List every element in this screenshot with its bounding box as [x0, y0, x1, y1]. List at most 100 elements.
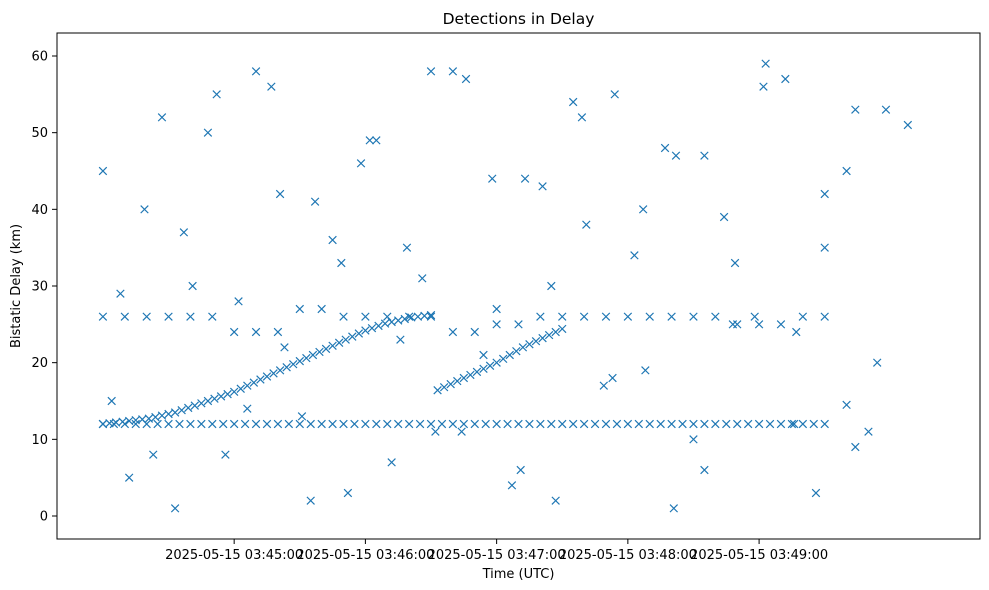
data-point — [700, 419, 709, 429]
plot-area — [56, 32, 981, 540]
data-point — [273, 419, 283, 429]
data-point — [273, 327, 283, 337]
data-point — [144, 414, 154, 423]
data-point — [404, 312, 414, 321]
data-point — [365, 136, 374, 145]
data-point — [131, 419, 140, 429]
data-point — [481, 419, 490, 429]
data-point — [275, 366, 285, 375]
data-point — [282, 363, 291, 372]
data-point — [142, 312, 151, 321]
series-main-track — [98, 310, 567, 429]
data-point — [393, 316, 403, 325]
data-point — [387, 458, 396, 467]
data-point — [558, 419, 567, 429]
data-point — [315, 347, 324, 357]
data-point — [317, 304, 326, 314]
data-point — [518, 343, 528, 352]
data-point — [505, 350, 514, 360]
data-point — [267, 82, 276, 91]
data-point — [426, 310, 436, 320]
data-point — [170, 504, 180, 513]
data-point — [544, 330, 554, 340]
data-point — [700, 465, 709, 475]
data-point — [98, 419, 108, 429]
y-axis-label: Bistatic Delay (km) — [9, 224, 24, 348]
data-point — [120, 419, 130, 429]
data-point — [459, 419, 469, 429]
data-point — [372, 419, 381, 429]
data-point — [470, 419, 479, 429]
data-point — [400, 314, 409, 324]
data-point — [579, 312, 589, 321]
x-tick-label: 2025-05-15 03:47:00 — [428, 548, 566, 563]
data-point — [186, 312, 195, 321]
data-point — [328, 419, 337, 429]
data-point — [339, 312, 348, 321]
data-point — [787, 419, 797, 429]
chart-title: Detections in Delay — [443, 10, 595, 28]
data-point — [374, 321, 383, 331]
data-point — [295, 356, 305, 366]
y-tick-label: 30 — [31, 280, 48, 295]
data-point — [383, 419, 392, 429]
data-point — [356, 159, 366, 168]
data-point — [175, 419, 184, 429]
data-point — [457, 427, 466, 436]
data-point — [485, 361, 495, 370]
data-markers — [98, 59, 913, 513]
data-point — [792, 327, 801, 337]
data-point — [492, 320, 501, 329]
data-point — [754, 419, 764, 429]
data-point — [579, 419, 589, 429]
data-point — [295, 419, 305, 429]
data-point — [107, 396, 116, 406]
data-point — [903, 120, 913, 130]
data-point — [851, 442, 860, 452]
data-point — [186, 419, 195, 429]
data-point — [229, 419, 239, 429]
x-axis-label: Time (UTC) — [482, 567, 555, 582]
data-point — [719, 212, 729, 222]
data-point — [306, 496, 315, 505]
data-point — [212, 90, 221, 99]
data-point — [229, 387, 239, 397]
data-point — [479, 350, 488, 360]
data-point — [470, 327, 479, 337]
data-point — [525, 340, 534, 349]
y-tick-label: 20 — [31, 356, 48, 371]
data-point — [275, 189, 285, 199]
data-point — [881, 105, 891, 114]
data-point — [383, 312, 392, 321]
data-point — [820, 312, 829, 321]
data-point — [240, 419, 250, 429]
data-point — [479, 364, 488, 374]
data-point — [151, 412, 160, 422]
data-point — [820, 189, 829, 199]
data-point — [842, 166, 851, 176]
y-tick-label: 60 — [31, 50, 48, 65]
data-point — [538, 333, 547, 343]
data-point — [700, 151, 709, 160]
data-point — [380, 319, 390, 328]
y-tick-label: 10 — [31, 433, 48, 448]
data-point — [157, 113, 167, 122]
data-point — [269, 369, 278, 378]
x-tick-label: 2025-05-15 03:45:00 — [165, 548, 303, 563]
data-point — [306, 419, 315, 429]
data-point — [297, 412, 307, 421]
data-point — [328, 235, 337, 245]
data-point — [765, 419, 775, 429]
data-point — [317, 419, 326, 429]
data-point — [599, 381, 609, 390]
series-constant-26-km-track — [98, 304, 873, 436]
data-point — [582, 220, 591, 229]
data-point — [98, 312, 108, 321]
data-point — [558, 312, 567, 321]
plot-background — [57, 33, 980, 539]
y-tick-label: 50 — [31, 126, 48, 141]
data-point — [448, 67, 458, 76]
data-point — [208, 312, 217, 321]
data-point — [343, 488, 353, 498]
